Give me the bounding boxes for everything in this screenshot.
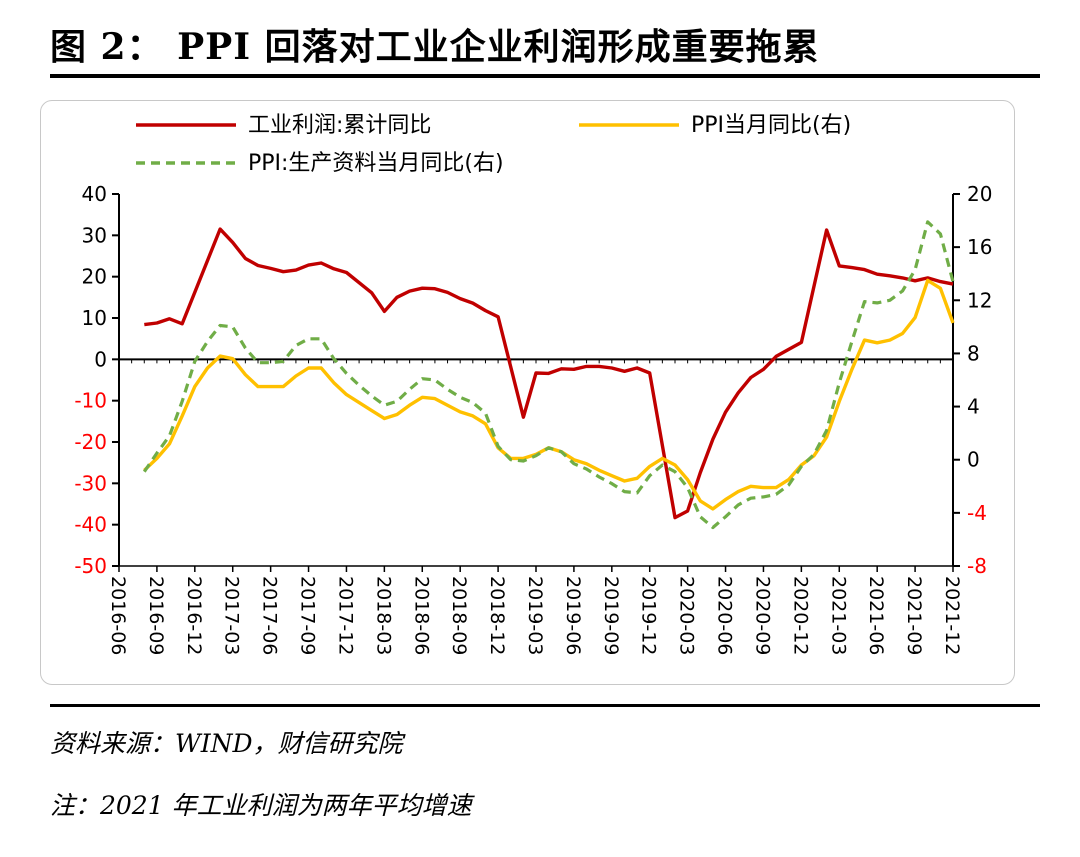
x-tick-label: 2016-09 (145, 576, 167, 655)
x-tick-label: 2017-03 (221, 576, 243, 655)
x-tick-label: 2019-12 (638, 576, 660, 655)
legend-label-1: 工业利润:累计同比 (248, 113, 431, 138)
right-y-tick-label: 8 (967, 341, 980, 365)
chart-frame: 40 30 20 10 0 -10 -20 -30 -40 -50 20 16 12 8 4 0 -4 -8 201… (40, 100, 1015, 685)
source-note: 资料来源：WIND，财信研究院 (50, 729, 403, 758)
footnote: 注：2021 年工业利润为两年平均增速 (50, 791, 472, 820)
right-y-tick-label: 0 (967, 448, 980, 472)
x-tick-label: 2020-03 (676, 576, 698, 655)
left-y-tick-label: -30 (74, 471, 107, 495)
title-underline (50, 74, 1040, 78)
x-tick-label: 2020-09 (751, 576, 773, 655)
x-tick-label: 2018-09 (448, 576, 470, 655)
x-tick-label: 2019-03 (524, 576, 546, 655)
left-y-tick-label: 10 (82, 306, 107, 330)
right-y-tick-label: -4 (967, 501, 987, 525)
left-y-tick-label: 40 (82, 182, 107, 206)
figure-title: 图 2： PPI 回落对工业企业利润形成重要拖累 (50, 26, 820, 68)
x-tick-label: 2018-12 (486, 576, 508, 655)
right-y-tick-label: 16 (967, 235, 992, 259)
x-tick-label: 2016-12 (183, 576, 205, 655)
left-y-tick-label: 20 (82, 265, 107, 289)
x-tick-label: 2017-12 (334, 576, 356, 655)
left-y-tick-label: -20 (74, 430, 107, 454)
x-tick-label: 2017-09 (297, 576, 319, 655)
legend-label-2: PPI当月同比(右) (691, 113, 851, 138)
right-y-tick-label: 12 (967, 288, 992, 312)
series-line-3 (142, 220, 955, 530)
series-line-2 (143, 278, 955, 511)
right-y-tick-label: -8 (967, 554, 987, 578)
x-tick-label: 2018-03 (372, 576, 394, 655)
series-line-1 (144, 227, 954, 520)
x-tick-label: 2020-12 (789, 576, 811, 655)
right-y-tick-label: 4 (967, 395, 980, 419)
legend-label-3: PPI:生产资料当月同比(右) (248, 151, 504, 176)
right-y-tick-label: 20 (967, 182, 992, 206)
x-tick-label: 2021-12 (941, 576, 963, 655)
x-tick-label: 2019-09 (600, 576, 622, 655)
left-y-tick-label: -10 (74, 389, 107, 413)
x-tick-label: 2021-06 (865, 576, 887, 655)
x-tick-label: 2016-06 (107, 576, 129, 655)
profit-ppi-line-chart: 403020100-10-20-30-40-50201612840-4-8201… (74, 113, 992, 655)
left-y-tick-label: -40 (74, 513, 107, 537)
x-tick-label: 2018-06 (410, 576, 432, 655)
x-tick-label: 2019-06 (562, 576, 584, 655)
x-tick-label: 2020-06 (714, 576, 736, 655)
x-tick-label: 2021-03 (827, 576, 849, 655)
x-tick-label: 2017-06 (259, 576, 281, 655)
left-y-tick-label: 30 (82, 223, 107, 247)
left-y-tick-label: -50 (74, 554, 107, 578)
footer-rule (50, 704, 1040, 707)
x-tick-label: 2021-09 (903, 576, 925, 655)
left-y-tick-label: 0 (94, 347, 107, 371)
